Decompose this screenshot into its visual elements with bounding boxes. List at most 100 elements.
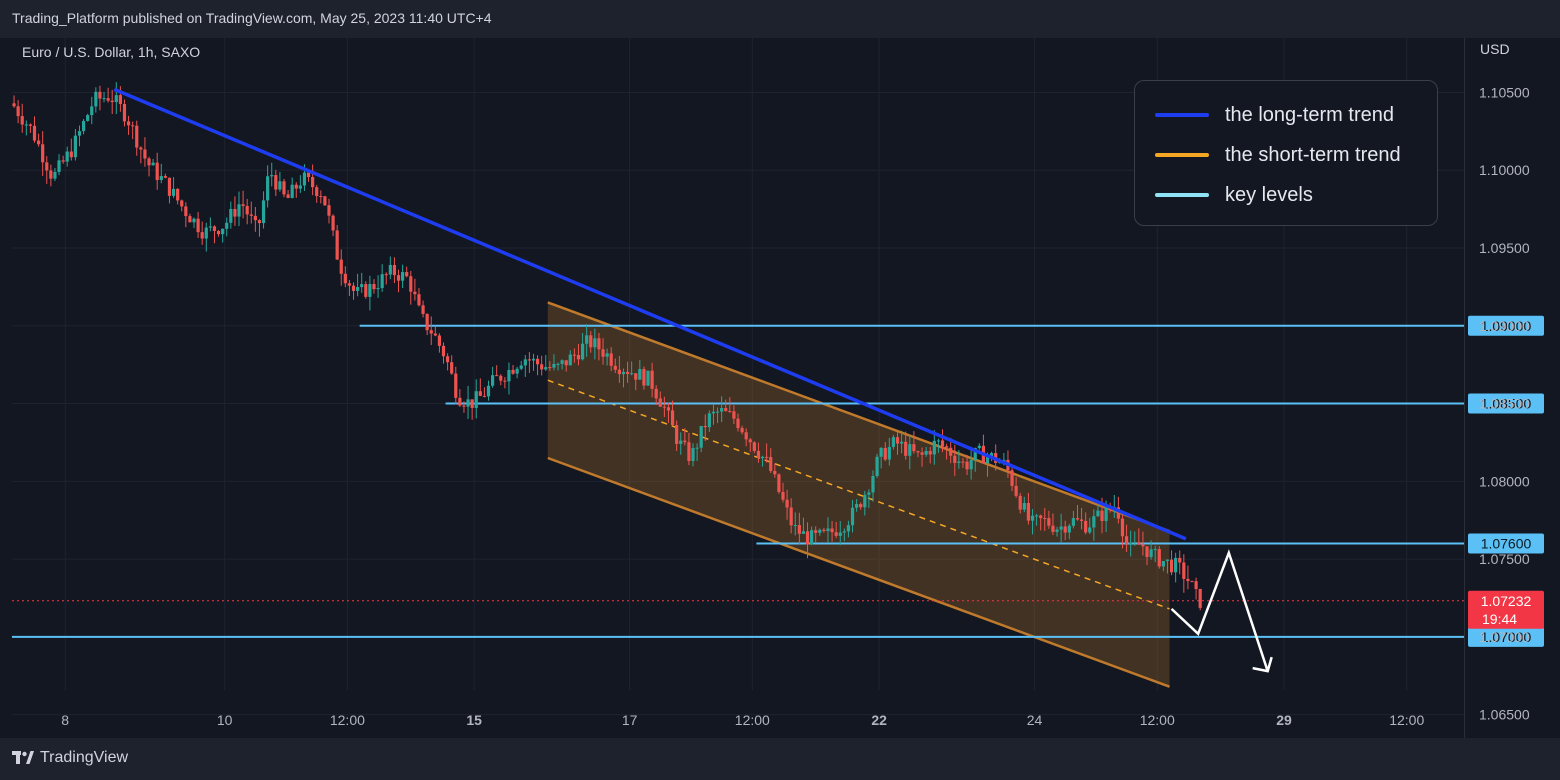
candle-body-down	[1084, 520, 1088, 533]
candle-body-up	[605, 353, 609, 357]
candle-body-down	[131, 125, 135, 127]
candle-body-down	[752, 442, 756, 451]
x-tick-label: 12:00	[330, 712, 365, 728]
candle-body-up	[957, 461, 961, 463]
candle-body-down	[916, 451, 920, 453]
candle-body-up	[715, 411, 720, 413]
legend-label-short-term: the short-term trend	[1225, 143, 1401, 166]
legend-item-key-levels: key levels	[1155, 183, 1313, 207]
candle-body-down	[728, 411, 732, 413]
candle-body-up	[474, 391, 478, 408]
candle-body-down	[1063, 526, 1067, 533]
candle-body-up	[523, 359, 527, 366]
candle-body-up	[261, 200, 266, 224]
candle-body-up	[580, 343, 585, 360]
candle-body-up	[507, 369, 511, 382]
candle-body-down	[118, 95, 122, 104]
candle-body-down	[147, 158, 151, 166]
candle-body-down	[1178, 557, 1182, 563]
candle-body-down	[126, 121, 131, 126]
candle-body-down	[650, 370, 654, 389]
candle-body-down	[176, 188, 180, 201]
candle-body-up	[1133, 542, 1137, 544]
candle-body-down	[724, 408, 728, 412]
candle-body-up	[208, 226, 212, 228]
legend-label-key-levels: key levels	[1225, 183, 1313, 206]
candle-body-down	[1194, 581, 1198, 589]
candle-body-down	[1075, 518, 1080, 520]
candle-body-down	[789, 507, 793, 526]
candle-body-down	[769, 457, 773, 471]
candle-body-up	[298, 185, 302, 189]
candle-body-down	[212, 226, 217, 231]
candle-body-up	[810, 530, 814, 545]
candle-body-down	[421, 305, 425, 314]
candle-body-up	[1153, 549, 1157, 551]
candle-body-up	[204, 227, 208, 239]
candle-body-down	[347, 283, 352, 286]
candle-body-up	[368, 284, 372, 297]
candle-body-down	[928, 450, 932, 455]
candle-body-up	[65, 151, 69, 162]
x-tick-label: 15	[466, 712, 482, 728]
candle-body-down	[1116, 507, 1120, 519]
candle-body-down	[180, 200, 184, 207]
candle-body-down	[576, 354, 581, 360]
candle-body-up	[151, 162, 155, 166]
candle-body-down	[1137, 542, 1141, 545]
candle-body-down	[12, 103, 16, 107]
candle-body-down	[36, 140, 41, 145]
candle-body-up	[568, 354, 572, 366]
candle-body-up	[875, 456, 879, 477]
candle-body-down	[732, 411, 736, 419]
candle-body-down	[196, 218, 200, 233]
candle-body-down	[944, 446, 949, 448]
candle-body-down	[895, 437, 900, 444]
candle-body-up	[855, 504, 859, 508]
candle-body-down	[323, 196, 327, 206]
candle-body-down	[319, 195, 323, 197]
candle-body-up	[159, 176, 163, 181]
candle-body-down	[564, 360, 568, 366]
candle-body-down	[687, 442, 691, 461]
candle-body-up	[932, 440, 936, 455]
candle-body-down	[597, 338, 601, 350]
candle-body-down	[351, 285, 356, 291]
candle-body-down	[331, 215, 335, 231]
candle-body-down	[814, 530, 818, 533]
candle-body-down	[392, 264, 397, 276]
candle-body-up	[924, 450, 928, 455]
candle-body-down	[384, 274, 388, 276]
candle-body-down	[482, 395, 487, 397]
candle-body-up	[630, 373, 634, 375]
key-level-label: 1.07000	[1481, 629, 1532, 645]
y-tick-label: 1.07000	[1479, 629, 1530, 645]
key-level-tag	[1468, 315, 1544, 336]
candle-body-down	[634, 373, 638, 380]
candle-body-up	[900, 441, 904, 444]
candle-body-up	[81, 120, 86, 132]
candle-body-up	[401, 272, 405, 281]
candle-body-up	[760, 456, 765, 459]
candle-body-down	[822, 529, 826, 532]
top-bar: Trading_Platform published on TradingVie…	[0, 0, 1560, 38]
projection-arrow	[1170, 549, 1273, 673]
candle-body-down	[45, 162, 49, 171]
candle-body-down	[609, 353, 613, 366]
candle-body-down	[339, 259, 343, 274]
candle-body-down	[1186, 578, 1190, 582]
y-tick-label: 1.10000	[1479, 162, 1530, 178]
candle-body-down	[961, 461, 965, 463]
candle-body-down	[429, 330, 433, 334]
candle-body-down	[805, 531, 810, 545]
candle-body-up	[1092, 516, 1096, 528]
candle-body-up	[229, 208, 233, 223]
tradingview-brand[interactable]: TradingView	[12, 749, 128, 767]
candle-body-down	[110, 100, 114, 103]
candle-body-up	[1034, 515, 1039, 517]
candle-body-down	[49, 170, 53, 179]
candle-body-up	[638, 369, 642, 380]
candle-body-down	[32, 125, 37, 141]
candle-body-down	[311, 177, 315, 188]
